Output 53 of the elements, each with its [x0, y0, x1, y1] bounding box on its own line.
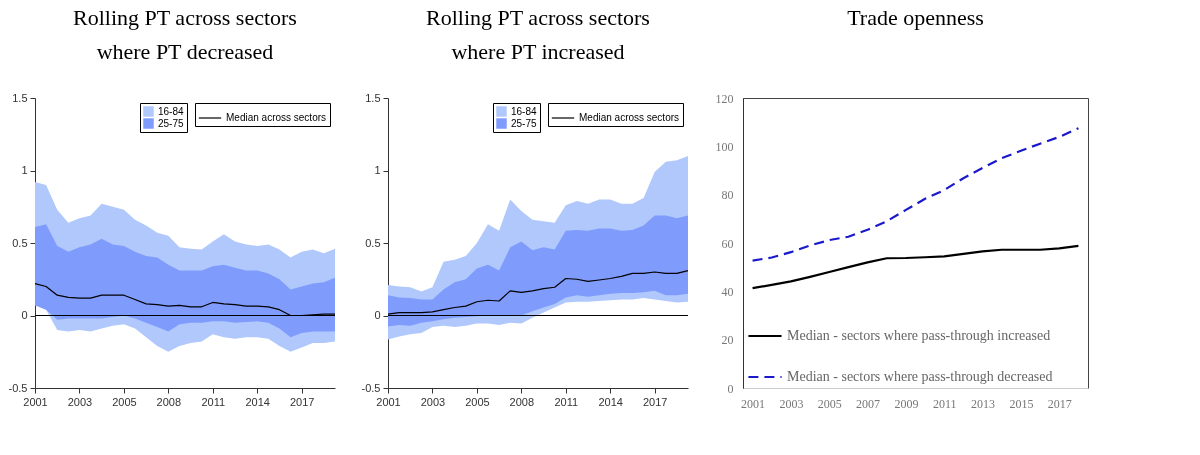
x-tick-label: 2003	[779, 396, 804, 411]
x-tick-label: 2003	[67, 395, 93, 408]
x-tick-label: 2008	[509, 395, 535, 408]
chart-title: Rolling PT across sectors where PT increased	[426, 5, 650, 64]
x-tick-label: 2001	[23, 395, 48, 408]
legend-label: 16-84	[158, 105, 185, 117]
x-tick-label: 2015	[1009, 396, 1034, 411]
legend-label: Median - sectors where pass-through decreased	[787, 369, 1053, 384]
y-tick-label: 1.5	[12, 91, 28, 104]
y-tick-label: 1	[21, 164, 28, 176]
y-tick-label: 0.5	[365, 236, 381, 249]
line-series	[751, 244, 1080, 290]
x-tick-label: 2014	[598, 395, 623, 408]
legend-label: Median across sectors	[226, 112, 327, 123]
x-tick-label: 2003	[420, 395, 446, 408]
x-tick-label: 2005	[465, 395, 490, 408]
line-series	[751, 127, 1080, 262]
y-tick-label: 1.5	[365, 91, 381, 104]
legend-label: 16-84	[511, 105, 538, 117]
x-tick-label: 2005	[112, 395, 137, 408]
chart-title: Rolling PT across sectors where PT decreased	[73, 5, 297, 64]
x-tick-label: 2001	[741, 396, 766, 411]
x-tick-label: 2009	[894, 396, 919, 411]
y-tick-label: 20	[721, 333, 734, 348]
x-tick-label: 2005	[817, 396, 842, 411]
x-tick-label: 2008	[156, 395, 182, 408]
x-tick-label: 2011	[201, 395, 226, 408]
x-tick-label: 2011	[554, 395, 579, 408]
y-tick-label: -0.5	[8, 381, 28, 394]
x-tick-label: 2017	[289, 395, 315, 408]
y-tick-label: 0.5	[12, 236, 28, 249]
y-tick-label: 120	[715, 91, 734, 106]
y-tick-label: 80	[721, 188, 734, 203]
legend-label: 25-75	[158, 117, 185, 129]
x-tick-label: 2014	[245, 395, 270, 408]
y-tick-label: 60	[721, 236, 734, 251]
legend-label: Median across sectors	[579, 112, 680, 123]
x-tick-label: 2017	[642, 395, 668, 408]
y-tick-label: 1	[374, 164, 381, 176]
x-tick-label: 2007	[856, 396, 881, 411]
y-tick-label: 0	[21, 309, 28, 321]
y-tick-label: 100	[715, 139, 734, 154]
x-tick-label: 2001	[376, 395, 401, 408]
y-tick-label: -0.5	[361, 381, 381, 394]
legend-label: 25-75	[511, 117, 538, 129]
chart-title: Trade openness	[847, 5, 984, 30]
y-tick-label: 40	[721, 284, 734, 299]
x-tick-label: 2013	[971, 396, 996, 411]
x-tick-label: 2011	[932, 396, 957, 411]
y-tick-label: 0	[374, 309, 381, 321]
x-tick-label: 2017	[1047, 396, 1072, 411]
legend-label: Median - sectors where pass-through increased	[787, 328, 1051, 343]
y-tick-label: 0	[727, 381, 734, 396]
